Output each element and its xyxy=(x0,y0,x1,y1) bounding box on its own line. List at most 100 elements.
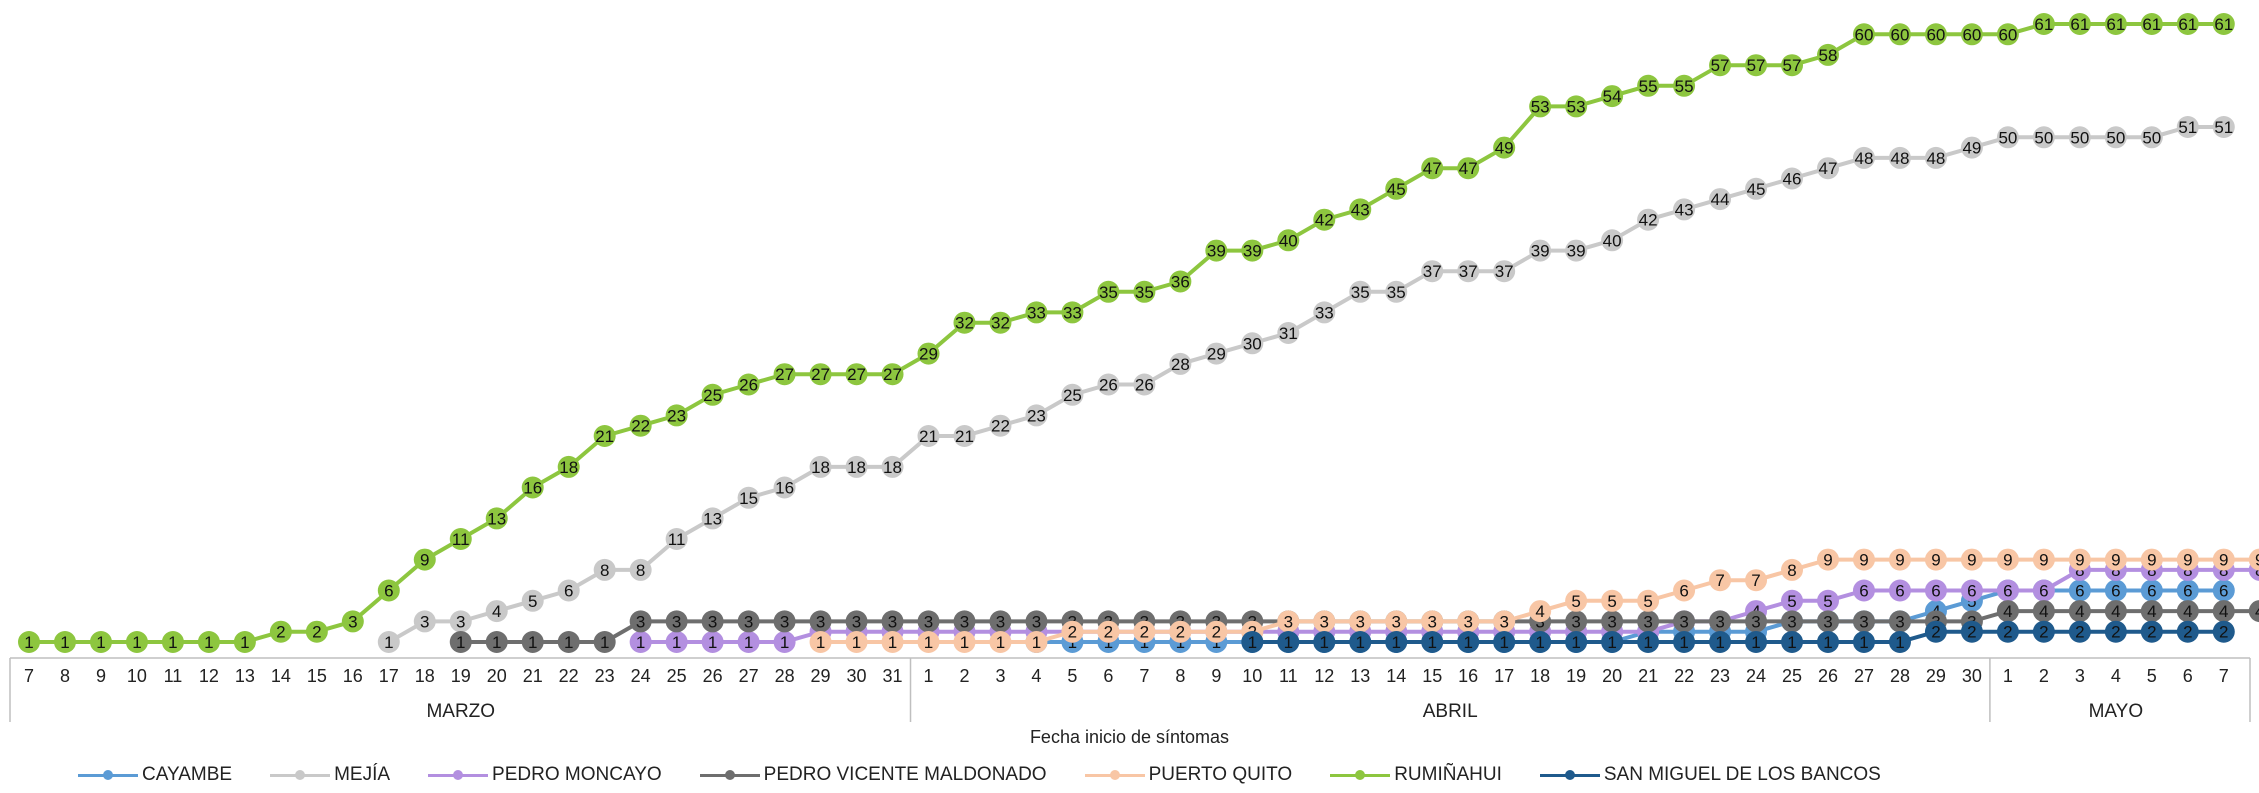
legend-swatch xyxy=(699,768,760,782)
data-label: 60 xyxy=(1998,25,2017,44)
data-label: 3 xyxy=(1320,612,1329,631)
data-point xyxy=(953,610,976,633)
legend-swatch xyxy=(1084,768,1145,782)
data-label: 39 xyxy=(1243,242,1262,261)
data-label: 6 xyxy=(2183,582,2192,601)
data-point xyxy=(2068,126,2091,149)
data-label: 3 xyxy=(348,612,357,631)
data-point xyxy=(917,631,940,653)
data-point xyxy=(1241,332,1264,355)
data-point xyxy=(2032,13,2055,35)
data-label: 1 xyxy=(744,633,753,652)
data-point xyxy=(2176,579,2199,602)
data-point xyxy=(1745,569,1768,592)
data-point xyxy=(2248,600,2259,623)
data-point xyxy=(1637,74,1660,97)
data-label: 1 xyxy=(924,633,933,652)
data-point xyxy=(1601,610,1624,633)
data-point xyxy=(1852,146,1875,169)
data-label: 6 xyxy=(1679,582,1688,601)
x-tick-label: 26 xyxy=(1818,666,1838,686)
data-label: 6 xyxy=(564,582,573,601)
x-tick-label: 3 xyxy=(995,666,1005,686)
data-point xyxy=(629,610,652,633)
data-label: 51 xyxy=(2178,118,2197,137)
data-point xyxy=(2212,548,2235,571)
data-point xyxy=(1061,620,1084,643)
series-line xyxy=(1252,629,2224,644)
data-label: 61 xyxy=(2142,15,2161,34)
data-label: 44 xyxy=(1711,190,1730,209)
data-point xyxy=(2032,548,2055,571)
data-point xyxy=(485,600,508,623)
data-point xyxy=(2032,620,2055,643)
data-label: 47 xyxy=(1819,159,1838,178)
data-label: 3 xyxy=(924,612,933,631)
data-point xyxy=(2104,579,2127,602)
data-label: 55 xyxy=(1639,77,1658,96)
data-point xyxy=(18,631,40,653)
data-point xyxy=(1385,280,1408,303)
x-tick-label: 5 xyxy=(2147,666,2157,686)
data-point xyxy=(1025,301,1048,324)
data-point xyxy=(89,631,112,653)
data-label: 43 xyxy=(1351,200,1370,219)
data-label: 6 xyxy=(2219,582,2228,601)
data-label: 55 xyxy=(1675,77,1694,96)
data-label: 21 xyxy=(955,427,974,446)
data-label: 3 xyxy=(1787,612,1796,631)
data-point xyxy=(341,610,364,633)
data-point xyxy=(1529,95,1552,118)
data-point xyxy=(917,425,940,447)
data-point xyxy=(1996,548,2019,571)
data-label: 11 xyxy=(452,530,470,549)
data-point xyxy=(845,610,868,633)
data-label: 45 xyxy=(1747,180,1766,199)
data-label: 21 xyxy=(919,427,938,446)
data-point xyxy=(1709,569,1732,592)
data-label: 6 xyxy=(2039,582,2048,601)
data-point xyxy=(1924,579,1947,602)
data-label: 4 xyxy=(2003,602,2012,621)
data-point xyxy=(1960,136,1983,159)
data-point xyxy=(809,610,832,633)
data-label: 4 xyxy=(2147,602,2156,621)
data-point xyxy=(1637,610,1660,633)
data-label: 1 xyxy=(1751,633,1760,652)
data-point xyxy=(377,631,400,653)
data-label: 9 xyxy=(1931,551,1940,570)
data-label: 40 xyxy=(1603,231,1622,250)
month-label: ABRIL xyxy=(1423,701,1478,722)
data-point xyxy=(809,363,832,386)
data-label: 6 xyxy=(2111,582,2120,601)
x-tick-label: 7 xyxy=(1139,666,1149,686)
data-point xyxy=(989,311,1012,334)
data-label: 1 xyxy=(1356,633,1365,652)
data-label: 50 xyxy=(1998,128,2017,147)
data-label: 57 xyxy=(1783,56,1802,75)
legend-label: MEJÍA xyxy=(334,764,391,785)
x-tick-label: 2 xyxy=(2039,666,2049,686)
data-point xyxy=(1169,270,1192,293)
data-point xyxy=(1637,208,1660,231)
data-point xyxy=(53,631,76,653)
data-point xyxy=(1888,146,1911,169)
data-point xyxy=(1097,280,1120,303)
data-label: 1 xyxy=(132,633,141,652)
data-label: 5 xyxy=(1643,592,1652,611)
data-label: 42 xyxy=(1639,211,1658,230)
data-label: 1 xyxy=(492,633,501,652)
data-point xyxy=(521,476,544,499)
data-label: 9 xyxy=(2183,551,2192,570)
data-point xyxy=(1852,548,1875,571)
data-point xyxy=(1781,167,1804,190)
data-label: 1 xyxy=(1320,633,1329,652)
data-point xyxy=(1601,631,1624,653)
data-label: 2 xyxy=(276,623,285,642)
data-label: 1 xyxy=(96,633,105,652)
data-label: 18 xyxy=(559,458,578,477)
data-point xyxy=(881,610,904,633)
data-label: 27 xyxy=(847,365,866,384)
data-label: 4 xyxy=(2255,602,2259,621)
